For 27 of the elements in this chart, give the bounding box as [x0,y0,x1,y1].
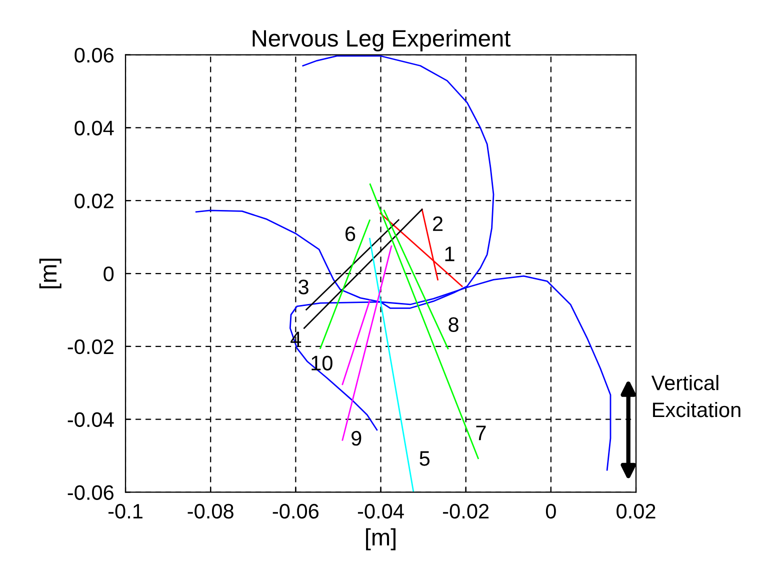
series-label: 5 [420,451,430,466]
x-axis-title: [m] [366,528,396,550]
y-tick-label: -0.02 [68,339,114,354]
x-tick-label: -0.06 [272,504,319,519]
y-tick-label: 0 [104,266,114,282]
x-tick-label: 0 [546,504,556,519]
series-label: 7 [476,426,486,440]
x-tick-label: -0.1 [108,504,142,519]
series-label: 1 [445,246,454,262]
y-tick-label: 0.02 [74,194,114,208]
series-label: 10 [312,356,332,370]
y-tick-label: -0.06 [68,485,114,500]
x-tick-label: -0.08 [188,504,234,519]
series-label: 8 [448,317,458,332]
text: Vertical Excitation [651,374,740,418]
series-label: 3 [298,280,308,294]
x-tick-label: 0.02 [616,504,656,519]
y-tick-label: 0.04 [74,120,114,136]
y-tick-label: 0.06 [74,48,114,63]
series-label: 9 [352,430,362,446]
x-tick-label: -0.02 [443,504,489,519]
y-tick-label: -0.04 [68,412,114,428]
x-tick-label: -0.04 [358,504,404,519]
y-axis-title: [m] [39,258,62,288]
chart-title: Nervous Leg Experiment [252,29,511,52]
series-label: 2 [433,216,443,231]
series-label: 6 [346,226,356,242]
